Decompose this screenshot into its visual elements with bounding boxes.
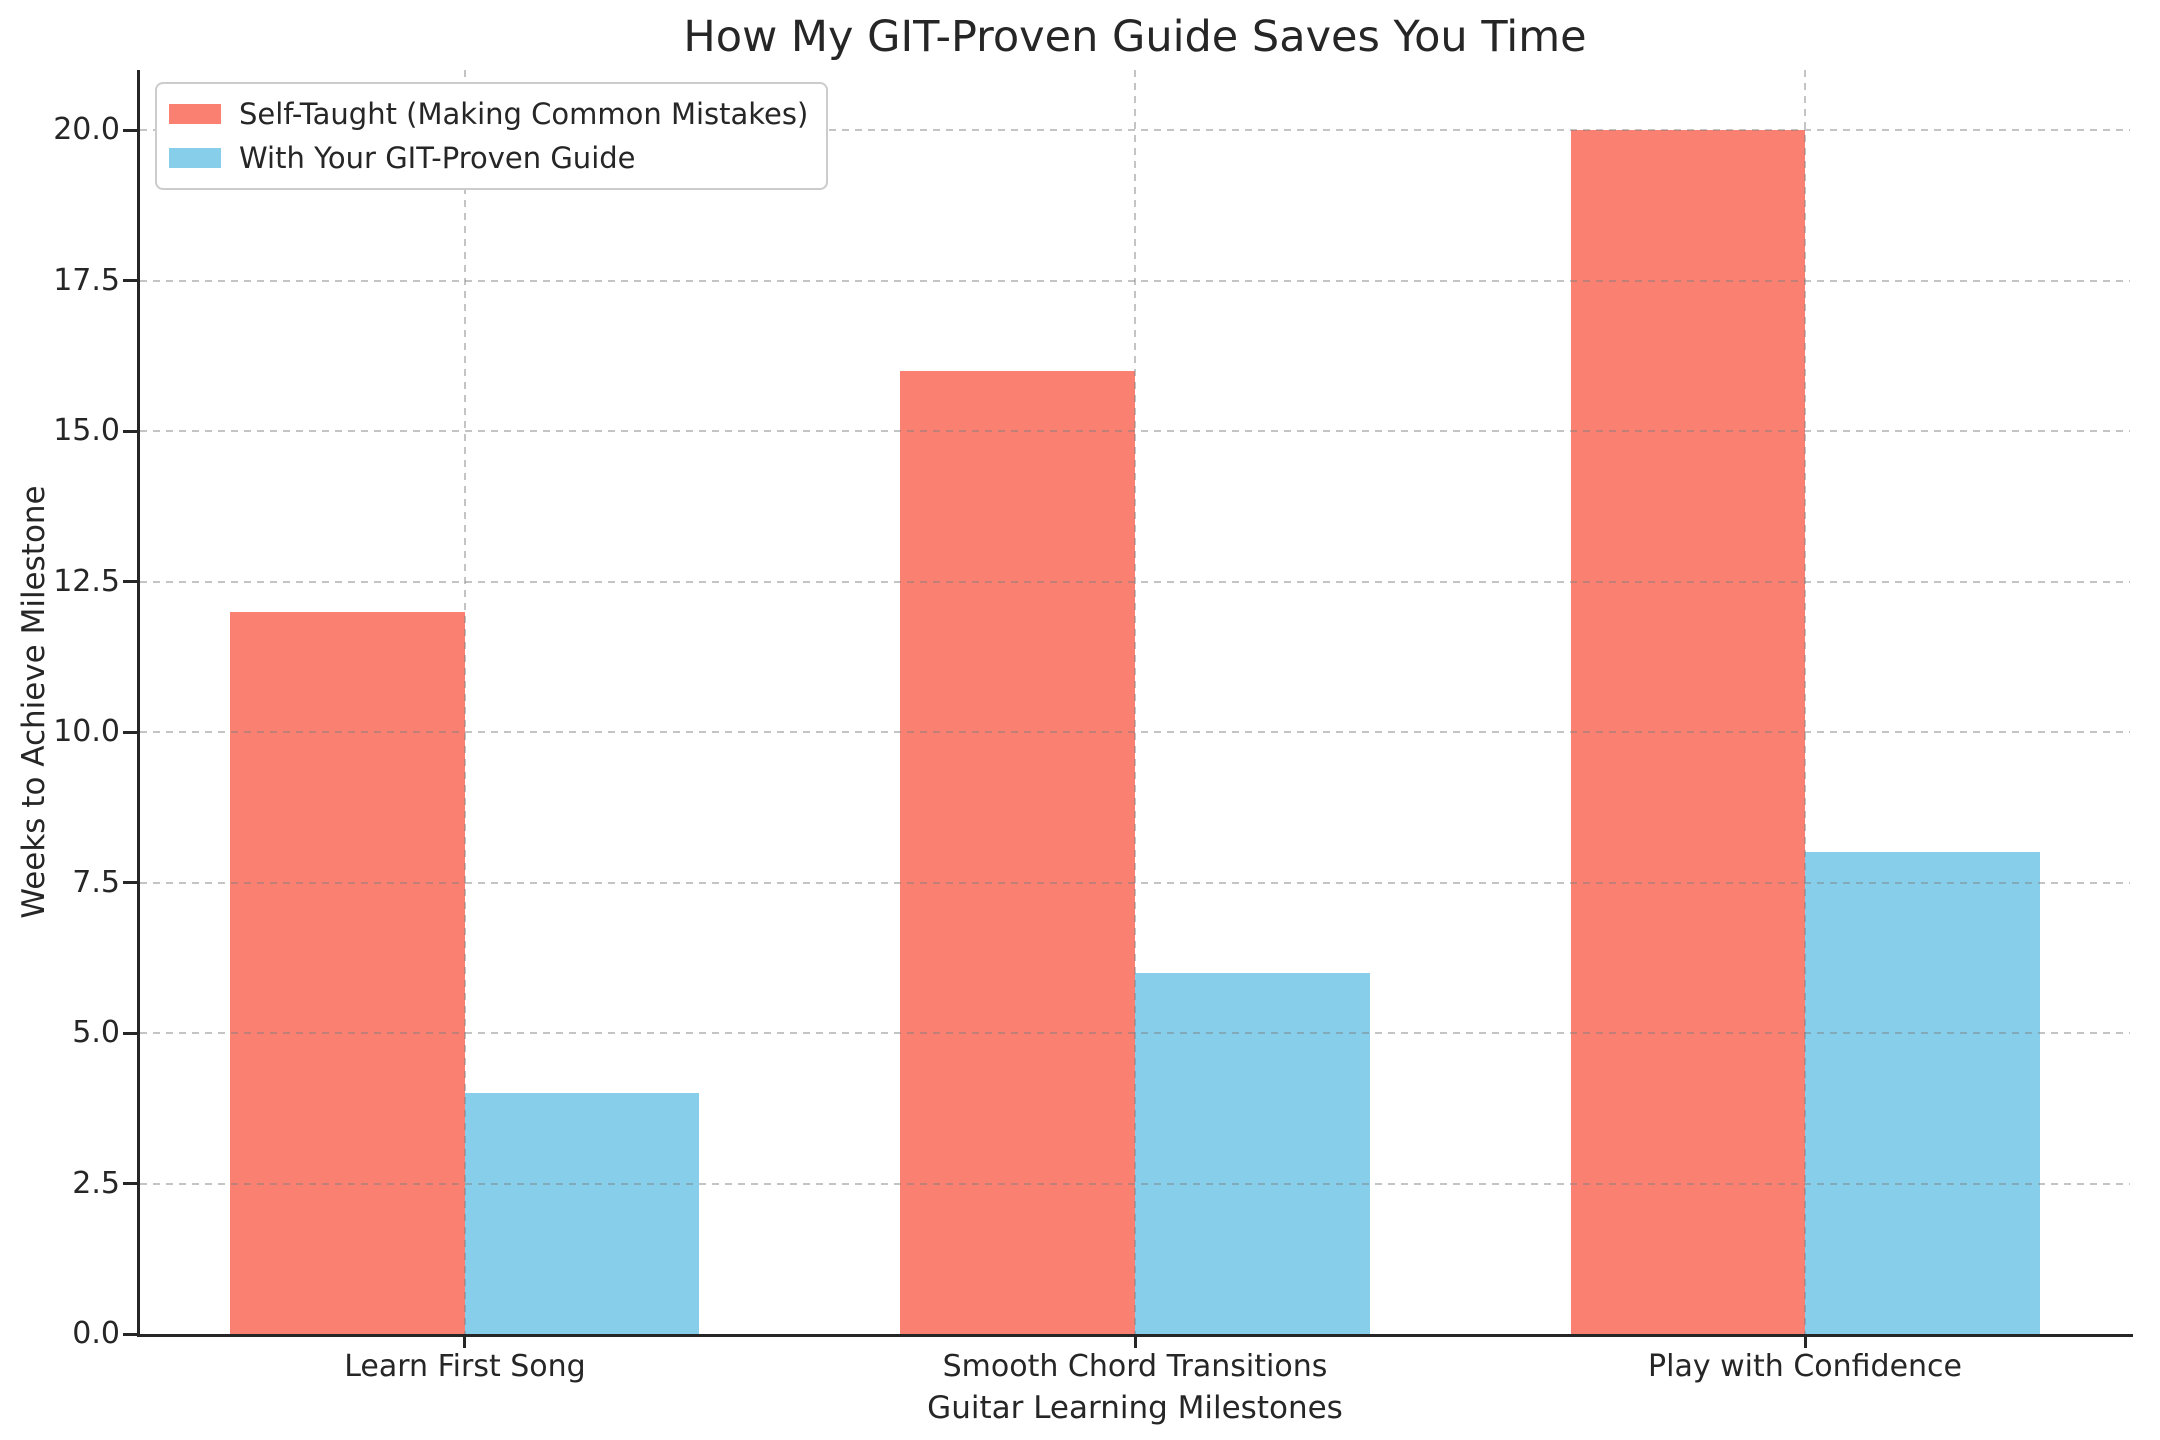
y-tick-label: 7.5 bbox=[72, 864, 120, 900]
y-tick-mark bbox=[123, 429, 137, 433]
y-tick-mark bbox=[123, 1031, 137, 1035]
x-tick-mark bbox=[463, 1334, 467, 1348]
legend-item: With Your GIT-Proven Guide bbox=[169, 138, 808, 178]
y-tick-label: 2.5 bbox=[72, 1165, 120, 1201]
y-tick-mark bbox=[123, 1182, 137, 1186]
y-tick-label: 20.0 bbox=[53, 112, 120, 148]
y-tick-label: 15.0 bbox=[53, 413, 120, 449]
y-tick-label: 10.0 bbox=[53, 714, 120, 750]
x-tick-mark bbox=[1133, 1334, 1137, 1348]
chart-title: How My GIT-Proven Guide Saves You Time bbox=[683, 12, 1587, 62]
bar-series0-1 bbox=[900, 370, 1135, 1334]
y-tick-mark bbox=[123, 1332, 137, 1336]
legend-color-swatch bbox=[169, 148, 221, 168]
x-axis-label: Guitar Learning Milestones bbox=[927, 1390, 1343, 1426]
x-category-label: Learn First Song bbox=[344, 1349, 586, 1384]
legend: Self-Taught (Making Common Mistakes) With… bbox=[155, 82, 829, 190]
y-tick-mark bbox=[123, 881, 137, 885]
y-tick-label: 17.5 bbox=[53, 262, 120, 298]
legend-label: With Your GIT-Proven Guide bbox=[239, 141, 636, 175]
bar-series1-1 bbox=[1135, 972, 1370, 1334]
x-category-label: Play with Confidence bbox=[1648, 1349, 1963, 1384]
y-tick-mark bbox=[123, 580, 137, 584]
y-tick-label: 0.0 bbox=[72, 1316, 120, 1351]
x-tick-mark bbox=[1803, 1334, 1807, 1348]
y-axis-spine bbox=[137, 70, 140, 1337]
bar-series1-0 bbox=[464, 1093, 700, 1334]
bar-series1-2 bbox=[1805, 852, 2040, 1334]
y-tick-mark bbox=[123, 279, 137, 283]
bar-series0-2 bbox=[1570, 130, 1806, 1334]
bar-series0-0 bbox=[230, 611, 465, 1334]
gridline-horizontal bbox=[140, 580, 2130, 583]
legend-item: Self-Taught (Making Common Mistakes) bbox=[169, 94, 808, 134]
gridline-horizontal bbox=[140, 430, 2130, 433]
legend-color-swatch bbox=[169, 104, 221, 124]
y-tick-mark bbox=[123, 730, 137, 734]
x-category-label: Smooth Chord Transitions bbox=[942, 1349, 1328, 1384]
y-tick-mark bbox=[123, 128, 137, 132]
plot-area: Self-Taught (Making Common Mistakes) With… bbox=[53, 70, 2133, 1384]
gridline-horizontal bbox=[140, 279, 2130, 282]
y-axis-label: Weeks to Achieve Milestone bbox=[16, 485, 52, 919]
y-tick-label: 12.5 bbox=[53, 563, 120, 599]
y-tick-label: 5.0 bbox=[72, 1015, 120, 1051]
legend-label: Self-Taught (Making Common Mistakes) bbox=[239, 97, 809, 131]
